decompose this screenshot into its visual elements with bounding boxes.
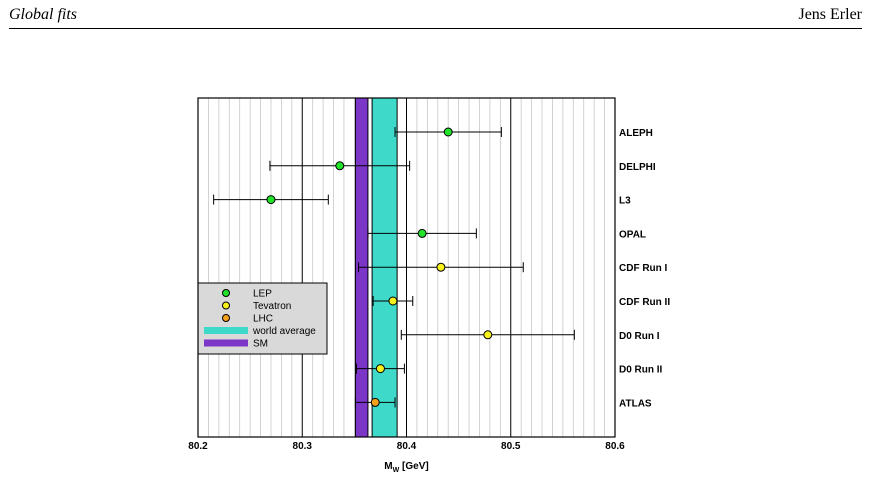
legend-label: LEP — [253, 289, 272, 300]
measurement-points — [213, 127, 575, 408]
data-point-lep — [266, 195, 276, 205]
x-tick-label: 80.4 — [397, 441, 417, 452]
plot-frame — [197, 97, 616, 438]
experiment-label: D0 Run II — [619, 365, 663, 376]
experiment-label: ALEPH — [619, 128, 653, 139]
experiment-label: L3 — [619, 196, 631, 207]
experiment-labels: ALEPH DELPHI L3 OPAL CDF Run I CDF Run II D0 R… — [619, 128, 670, 409]
x-axis-label: MW [GeV] — [384, 461, 428, 474]
legend-label: Tevatron — [253, 301, 291, 312]
running-head: Global fits Jens Erler — [9, 2, 862, 29]
experiment-label: D0 Run I — [619, 331, 660, 342]
experiment-label: CDF Run I — [619, 263, 668, 274]
x-tick-label: 80.3 — [293, 441, 313, 452]
experiment-label: ATLAS — [619, 398, 652, 409]
data-point-lep — [417, 228, 427, 238]
legend-marker-tevatron — [222, 301, 230, 310]
running-head-title: Global fits — [9, 6, 78, 23]
legend-swatch-world_average — [204, 327, 248, 334]
x-axis-ticks: 80.2 80.3 80.4 80.5 80.6 — [188, 441, 625, 452]
x-tick-label: 80.6 — [605, 441, 625, 452]
experiment-label: CDF Run II — [619, 297, 670, 308]
data-point-tevatron — [388, 296, 398, 306]
experiment-label: OPAL — [619, 229, 646, 240]
legend-marker-lep — [222, 289, 230, 297]
x-tick-label: 80.2 — [188, 441, 208, 452]
data-point-lhc — [370, 397, 380, 407]
data-point-lep — [443, 127, 453, 137]
experiment-label: DELPHI — [619, 162, 656, 173]
minor-gridlines — [208, 98, 605, 437]
legend-label: world average — [252, 326, 316, 337]
data-point-tevatron — [436, 262, 446, 272]
data-point-tevatron — [483, 330, 493, 340]
legend-swatch-sm — [204, 339, 248, 347]
legend-marker-lhc — [222, 314, 230, 322]
data-point-tevatron — [375, 364, 385, 374]
data-point-lep — [335, 161, 345, 171]
legend-label: SM — [253, 339, 268, 350]
running-head-author: Jens Erler — [798, 6, 862, 23]
x-tick-label: 80.5 — [501, 441, 521, 452]
legend-label: LHC — [253, 314, 273, 325]
